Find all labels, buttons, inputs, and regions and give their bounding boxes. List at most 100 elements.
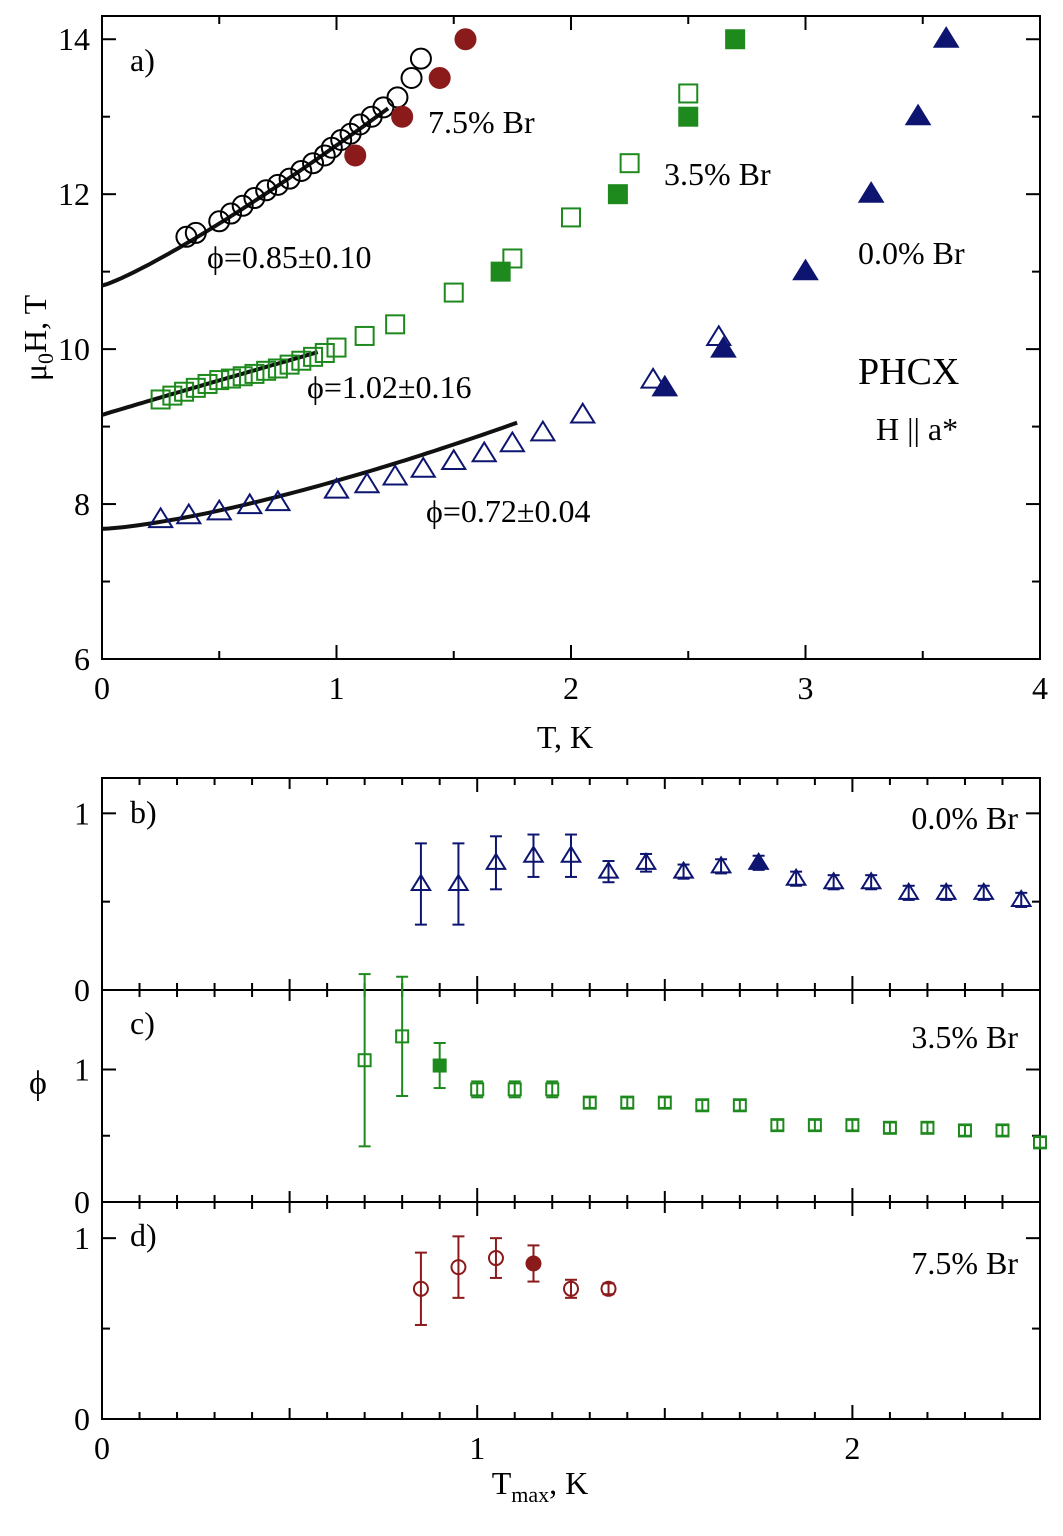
data-point	[264, 489, 292, 512]
data-point	[412, 1280, 429, 1297]
data-point	[507, 1082, 522, 1097]
data-point	[792, 258, 819, 281]
data-point	[236, 492, 264, 515]
panel-d-label: d)	[130, 1217, 157, 1253]
data-point	[470, 1082, 485, 1097]
panel-d-ticks: 0 1 0 1 2	[74, 1202, 1040, 1466]
y-tick-label: 1	[74, 1220, 90, 1256]
y-tick-label: 0	[74, 1184, 90, 1220]
phi-label-3-5-br: ϕ=1.02±0.16	[307, 369, 471, 405]
data-point	[385, 314, 406, 335]
x-tick-label: 2	[844, 1430, 860, 1466]
data-point	[597, 860, 620, 879]
data-point	[561, 207, 581, 228]
data-point	[897, 882, 920, 900]
data-point	[490, 261, 511, 282]
data-point	[725, 29, 746, 50]
data-point	[920, 1120, 935, 1135]
x-tick-label-a: 2	[563, 670, 579, 706]
data-point	[710, 336, 737, 358]
data-point	[303, 346, 324, 367]
panel-d-points	[412, 1235, 617, 1326]
data-point	[197, 373, 218, 394]
data-point	[219, 202, 242, 225]
data-point	[845, 1118, 860, 1133]
data-point	[454, 28, 477, 51]
data-point	[747, 851, 770, 870]
panel-a-fit-lines	[101, 106, 518, 531]
data-point	[244, 363, 265, 384]
data-point	[353, 471, 381, 494]
data-point	[443, 282, 464, 303]
data-point	[232, 366, 253, 387]
x-tick-label-a: 0	[94, 670, 110, 706]
data-point	[502, 248, 523, 269]
data-point	[857, 181, 885, 203]
y-axis-label-phi: ϕ	[29, 1065, 47, 1102]
data-point	[525, 1255, 542, 1272]
data-point	[957, 1123, 972, 1138]
data-point	[400, 66, 423, 89]
data-point	[470, 440, 498, 463]
y-axis-label-a-mu: μ	[17, 364, 53, 381]
data-point	[395, 1029, 410, 1044]
field-direction-label: H || a*	[876, 411, 958, 447]
data-point	[972, 882, 995, 900]
data-point	[209, 370, 230, 391]
phi-label-0-0-br: ϕ=0.72±0.04	[426, 493, 590, 529]
data-point	[1010, 889, 1033, 907]
x-axis-label-d-sub: max	[511, 1482, 549, 1507]
data-point	[175, 502, 203, 525]
data-point	[174, 381, 195, 402]
x-axis-label-a: T, K	[537, 719, 593, 755]
data-point	[185, 377, 206, 398]
data-point	[651, 374, 679, 397]
data-point	[770, 1118, 785, 1133]
data-point	[323, 477, 350, 499]
data-point	[409, 873, 432, 892]
data-point	[563, 1280, 579, 1297]
data-point	[732, 1098, 747, 1113]
data-point	[290, 159, 313, 182]
data-point	[220, 368, 241, 389]
data-point	[807, 1118, 822, 1133]
y-tick-label: 1	[74, 1052, 90, 1088]
x-tick-label-a: 3	[798, 670, 814, 706]
data-point	[935, 882, 958, 900]
data-point	[635, 851, 658, 870]
panel-c-label: c)	[130, 1005, 155, 1041]
panel-b: 01 b) 0.0% Br	[74, 777, 1041, 1008]
data-point	[302, 152, 325, 175]
data-point	[291, 350, 312, 371]
panel-b-frame	[101, 777, 1041, 991]
data-point	[499, 430, 526, 453]
panel-a-points	[147, 26, 960, 529]
data-point	[785, 867, 808, 886]
y-tick-label: 0	[74, 972, 90, 1008]
data-point	[267, 358, 288, 379]
data-point	[175, 225, 198, 248]
data-point	[639, 367, 667, 389]
data-point	[522, 844, 545, 863]
y-tick-label-a: 8	[74, 486, 90, 522]
data-point	[255, 179, 278, 202]
data-point	[569, 401, 597, 424]
data-point	[357, 1053, 372, 1068]
panel-d: 0 1 0 1 2 d) 7.5% Br Tmax, K	[74, 1201, 1041, 1507]
panel-a-label: a)	[130, 42, 155, 78]
panel-b-ticks: 01	[74, 778, 1040, 1008]
y-tick-label-a: 6	[74, 641, 90, 677]
legend-d: 7.5% Br	[911, 1245, 1018, 1281]
y-tick-label-a: 10	[58, 331, 90, 367]
x-axis-label-d-t: T	[492, 1465, 512, 1501]
data-point	[432, 1058, 447, 1073]
data-point	[600, 1280, 617, 1297]
data-point	[354, 325, 375, 346]
legend-b: 0.0% Br	[911, 800, 1018, 836]
data-point	[279, 354, 300, 375]
data-point	[607, 184, 628, 205]
data-point	[391, 105, 414, 128]
data-point	[710, 855, 733, 874]
data-point	[231, 194, 254, 217]
